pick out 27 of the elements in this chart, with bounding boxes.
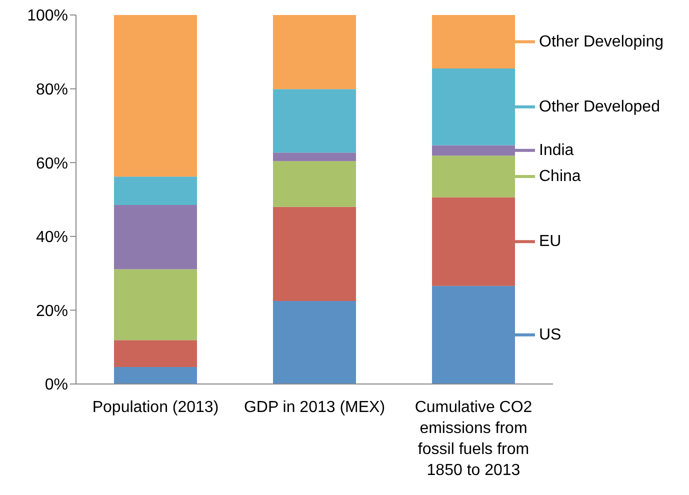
legend-label: US xyxy=(539,326,562,344)
bar xyxy=(273,161,356,207)
legend-label: India xyxy=(539,142,574,159)
bar xyxy=(273,15,356,90)
bar xyxy=(114,205,197,270)
legend-label: EU xyxy=(539,233,562,250)
y-tick-label: 20% xyxy=(36,302,68,320)
bar xyxy=(114,269,197,340)
y-tick-label: 80% xyxy=(36,81,68,98)
bar xyxy=(114,176,197,206)
y-tick-label: 40% xyxy=(36,229,68,246)
x-tick-label: Cumulative CO2 emissions from fossil fuels from 1850 to 2013 xyxy=(414,399,532,479)
x-tick-label: GDP in 2013 (MEX) xyxy=(244,399,386,416)
y-tick-label: 0% xyxy=(44,376,68,394)
bar xyxy=(273,89,356,153)
y-tick-label: 60% xyxy=(36,155,68,172)
x-tick-label: Population (2013) xyxy=(92,399,219,416)
bar xyxy=(273,300,356,384)
bar xyxy=(114,367,197,384)
bar xyxy=(273,152,356,162)
legend-label: Other Developing xyxy=(539,33,664,50)
y-tick-label: 100% xyxy=(27,8,68,25)
bar xyxy=(273,206,356,301)
bar xyxy=(114,15,197,177)
legend-label: Other Developed xyxy=(539,98,660,116)
legend-label: China xyxy=(539,168,581,185)
bar xyxy=(114,340,197,368)
